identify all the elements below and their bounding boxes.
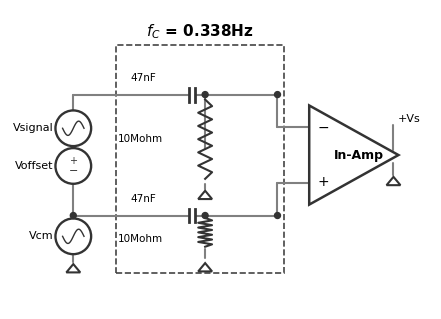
Text: +Vs: +Vs [397,114,420,124]
Text: In-Amp: In-Amp [334,149,384,161]
Circle shape [70,212,76,219]
Text: −: − [317,121,329,135]
Text: Vcm: Vcm [29,231,53,241]
Circle shape [275,92,280,98]
Text: +: + [69,156,77,166]
Circle shape [202,92,208,98]
Text: Voffset: Voffset [15,161,53,171]
Text: −: − [69,166,78,176]
Text: 10Mohm: 10Mohm [118,134,163,144]
Text: $f_C$ = 0.338Hz: $f_C$ = 0.338Hz [146,23,254,41]
Text: 47nF: 47nF [131,73,157,83]
Text: 10Mohm: 10Mohm [118,234,163,244]
Circle shape [202,212,208,219]
Text: 47nF: 47nF [131,194,157,204]
Text: Vsignal: Vsignal [13,123,53,133]
Circle shape [275,212,280,219]
Text: +: + [317,175,329,189]
